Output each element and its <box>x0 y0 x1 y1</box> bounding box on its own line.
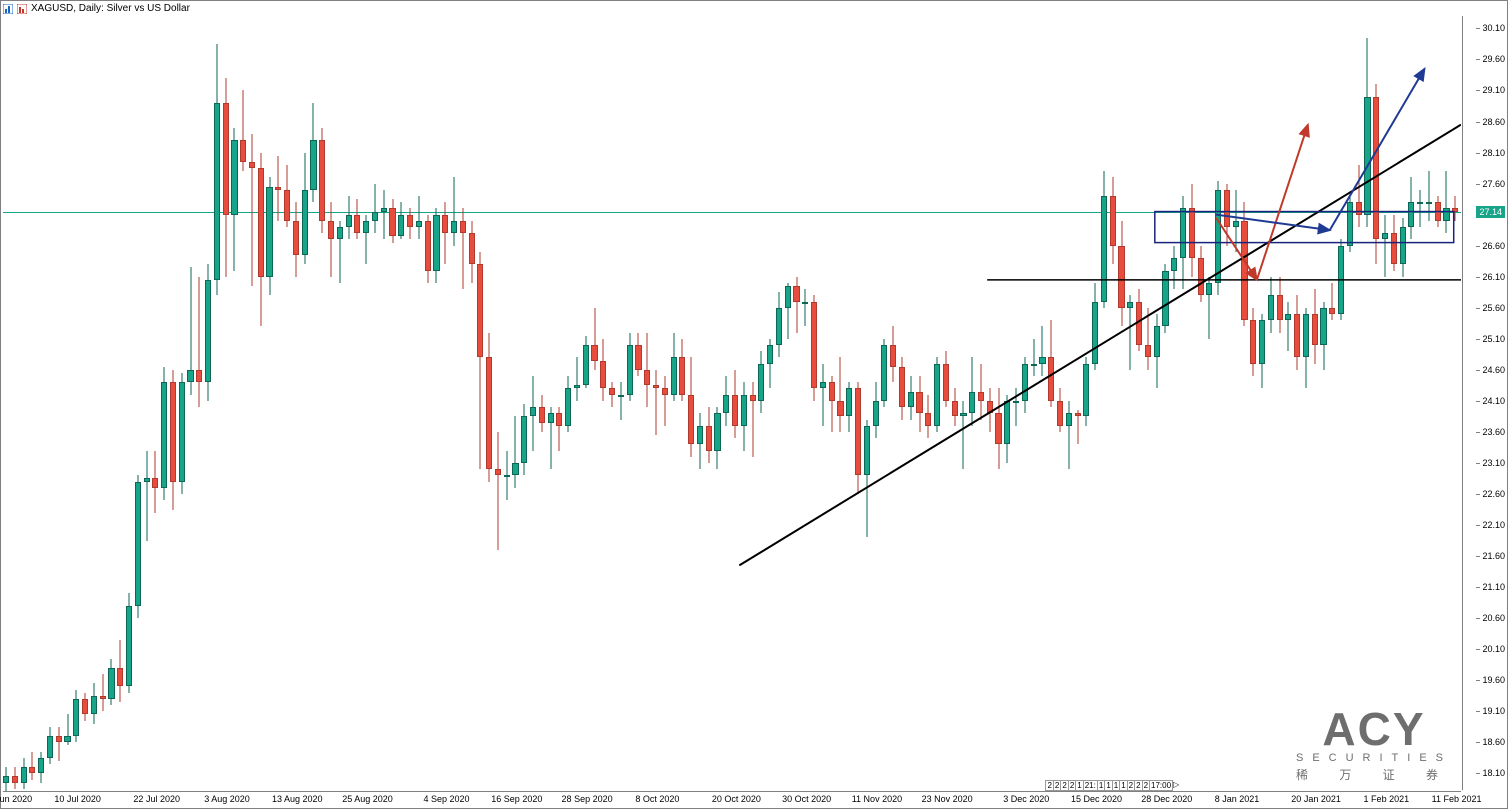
y-tick: 23.10 <box>1482 458 1505 468</box>
logo-sub2: 稀 万 证 券 <box>1296 766 1452 783</box>
y-tick: 28.10 <box>1482 148 1505 158</box>
x-tick: 4 Sep 2020 <box>424 794 470 804</box>
x-tick: 8 Jan 2021 <box>1215 794 1260 804</box>
chart-title-bar: XAGUSD, Daily: Silver vs US Dollar <box>3 3 190 14</box>
y-tick: 21.60 <box>1482 551 1505 561</box>
x-tick: 3 Aug 2020 <box>204 794 250 804</box>
x-tick: 11 Feb 2021 <box>1432 794 1482 804</box>
x-tick: 25 Aug 2020 <box>342 794 393 804</box>
x-tick: 10 Jul 2020 <box>54 794 101 804</box>
trend-line <box>739 125 1461 566</box>
x-tick: 8 Oct 2020 <box>635 794 679 804</box>
x-tick: 30 Oct 2020 <box>782 794 831 804</box>
chart-window: XAGUSD, Daily: Silver vs US Dollar 18.10… <box>0 0 1508 809</box>
chart-icon-2 <box>17 4 27 14</box>
y-tick: 25.10 <box>1482 334 1505 344</box>
logo-sub1: SECURITIES <box>1296 752 1452 764</box>
x-tick: 3 Dec 2020 <box>1003 794 1049 804</box>
y-tick: 20.10 <box>1482 644 1505 654</box>
y-tick: 26.10 <box>1482 272 1505 282</box>
y-tick: 22.60 <box>1482 489 1505 499</box>
x-tick: 28 Dec 2020 <box>1141 794 1192 804</box>
y-tick: 24.10 <box>1482 396 1505 406</box>
x-tick: 11 Nov 2020 <box>852 794 902 804</box>
x-tick: 23 Nov 2020 <box>922 794 973 804</box>
x-tick: 15 Dec 2020 <box>1071 794 1122 804</box>
y-tick: 20.60 <box>1482 613 1505 623</box>
y-tick: 29.10 <box>1482 85 1505 95</box>
y-tick: 18.10 <box>1482 768 1505 778</box>
time-scale-boxes: 2222121:111122217:00▷ <box>1045 780 1179 791</box>
y-tick: 19.60 <box>1482 675 1505 685</box>
y-tick: 25.60 <box>1482 303 1505 313</box>
y-tick: 19.10 <box>1482 706 1505 716</box>
y-axis: 18.10 18.60 19.10 19.60 20.10 20.60 21.10 21.60… <box>1462 16 1507 790</box>
x-tick: 22 Jul 2020 <box>133 794 180 804</box>
y-tick: 28.60 <box>1482 117 1505 127</box>
y-tick: 27.60 <box>1482 179 1505 189</box>
chart-icon-1 <box>3 4 13 14</box>
projection-arrow-red-seg <box>1257 125 1308 280</box>
y-tick: 24.60 <box>1482 365 1505 375</box>
current-price-label: 27.14 <box>1476 206 1505 218</box>
y-tick: 30.10 <box>1482 23 1505 33</box>
brand-logo: ACY SECURITIES 稀 万 证 券 <box>1296 702 1452 783</box>
x-axis: 30 Jun 2020 10 Jul 2020 22 Jul 2020 3 Aug 2… <box>3 791 1461 808</box>
chart-title-text: XAGUSD, Daily: Silver vs US Dollar <box>31 3 190 14</box>
y-tick: 18.60 <box>1482 737 1505 747</box>
y-tick: 21.10 <box>1482 582 1505 592</box>
y-tick: 23.60 <box>1482 427 1505 437</box>
x-tick: 1 Feb 2021 <box>1364 794 1410 804</box>
y-tick: 26.60 <box>1482 241 1505 251</box>
y-tick: 22.10 <box>1482 520 1505 530</box>
x-tick: 20 Jan 2021 <box>1291 794 1341 804</box>
y-tick: 29.60 <box>1482 54 1505 64</box>
x-tick: 20 Oct 2020 <box>712 794 761 804</box>
logo-main: ACY <box>1296 702 1452 756</box>
x-tick: 13 Aug 2020 <box>272 794 323 804</box>
projection-arrow-red-seg <box>1216 218 1257 280</box>
plot-area[interactable] <box>3 16 1461 790</box>
x-tick: 30 Jun 2020 <box>0 794 32 804</box>
x-tick: 28 Sep 2020 <box>562 794 613 804</box>
x-tick: 16 Sep 2020 <box>491 794 542 804</box>
